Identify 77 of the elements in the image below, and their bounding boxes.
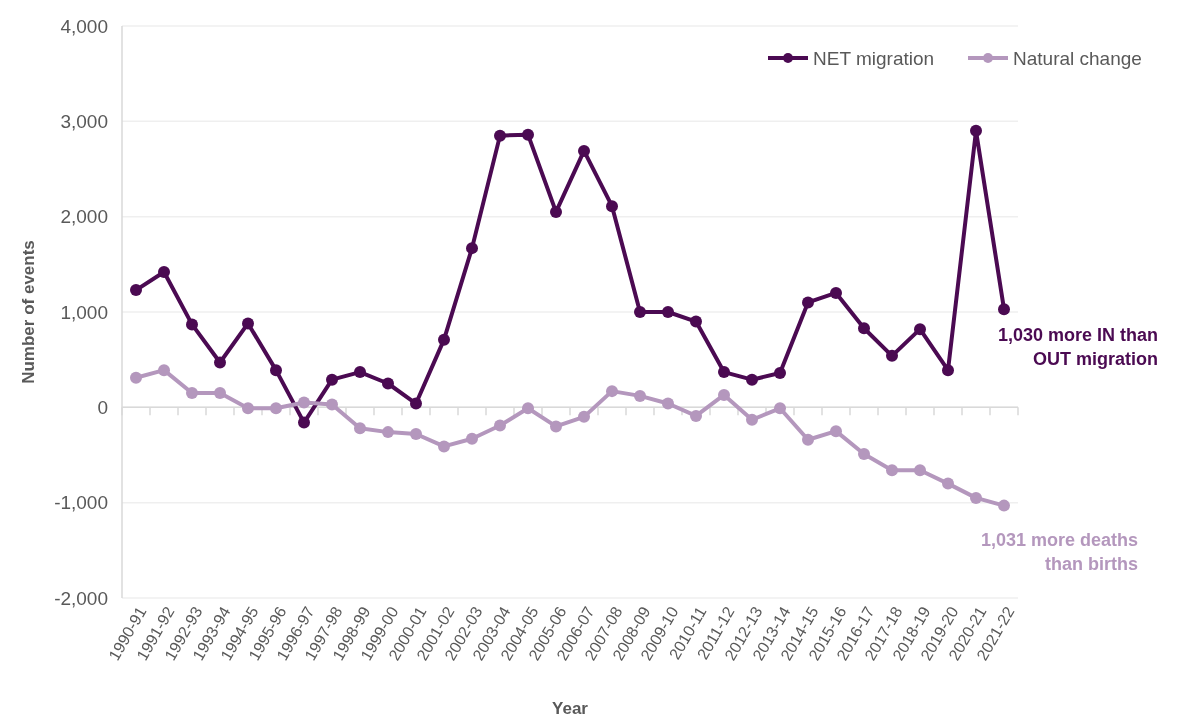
point bbox=[942, 364, 954, 377]
point bbox=[130, 371, 142, 384]
point bbox=[550, 205, 562, 218]
y-tick-label: 4,000 bbox=[60, 15, 108, 37]
point bbox=[802, 296, 814, 309]
point bbox=[186, 318, 198, 331]
point bbox=[326, 373, 338, 386]
point bbox=[774, 367, 786, 380]
legend-label: Natural change bbox=[1013, 47, 1142, 69]
point bbox=[662, 306, 674, 318]
point bbox=[746, 373, 758, 386]
point bbox=[942, 477, 954, 490]
y-tick-label: 0 bbox=[97, 396, 108, 418]
point bbox=[886, 464, 898, 477]
point bbox=[466, 242, 478, 255]
point bbox=[382, 426, 394, 439]
x-axis-title: Year bbox=[552, 699, 589, 718]
annotation: 1,031 more deaths than births bbox=[980, 529, 1138, 574]
point bbox=[718, 388, 730, 401]
y-axis-title: Number of events bbox=[19, 240, 38, 384]
point bbox=[270, 364, 282, 377]
point bbox=[970, 124, 982, 137]
point bbox=[998, 499, 1010, 512]
point bbox=[662, 397, 674, 410]
point bbox=[858, 322, 870, 335]
y-tick-label: 2,000 bbox=[60, 206, 108, 228]
point bbox=[774, 402, 786, 415]
point bbox=[634, 306, 646, 318]
point bbox=[578, 144, 590, 157]
point bbox=[214, 387, 226, 400]
point bbox=[718, 366, 730, 379]
point bbox=[298, 396, 310, 409]
point bbox=[298, 416, 310, 429]
point bbox=[186, 387, 198, 400]
point bbox=[914, 323, 926, 336]
point bbox=[830, 425, 842, 438]
point bbox=[242, 402, 254, 415]
point bbox=[326, 398, 338, 411]
point bbox=[354, 422, 366, 435]
point bbox=[214, 356, 226, 369]
point bbox=[606, 385, 618, 398]
point bbox=[998, 303, 1010, 316]
y-tick-label: 1,000 bbox=[60, 301, 108, 323]
y-tick-label: -1,000 bbox=[54, 492, 108, 514]
point bbox=[690, 315, 702, 328]
point bbox=[354, 366, 366, 379]
point bbox=[606, 200, 618, 213]
y-tick-label: -2,000 bbox=[54, 587, 108, 609]
point bbox=[858, 448, 870, 461]
point bbox=[130, 284, 142, 297]
point bbox=[382, 377, 394, 390]
point bbox=[494, 129, 506, 142]
legend-label: NET migration bbox=[813, 47, 935, 69]
point bbox=[494, 419, 506, 432]
point bbox=[522, 128, 534, 141]
point bbox=[914, 464, 926, 477]
point bbox=[690, 409, 702, 422]
point bbox=[410, 397, 422, 410]
point bbox=[634, 389, 646, 402]
point bbox=[466, 432, 478, 445]
point bbox=[270, 402, 282, 415]
y-tick-label: 3,000 bbox=[60, 110, 108, 132]
point bbox=[438, 440, 450, 453]
point bbox=[410, 428, 422, 441]
point bbox=[242, 317, 254, 330]
point bbox=[830, 286, 842, 299]
point bbox=[578, 410, 590, 423]
point bbox=[158, 364, 170, 377]
point bbox=[158, 265, 170, 278]
point bbox=[746, 413, 758, 426]
point bbox=[438, 333, 450, 346]
point bbox=[802, 433, 814, 446]
point bbox=[970, 491, 982, 504]
point bbox=[522, 402, 534, 415]
point bbox=[886, 349, 898, 362]
annotation: 1,030 more IN than OUT migration bbox=[997, 325, 1158, 370]
point bbox=[550, 420, 562, 433]
